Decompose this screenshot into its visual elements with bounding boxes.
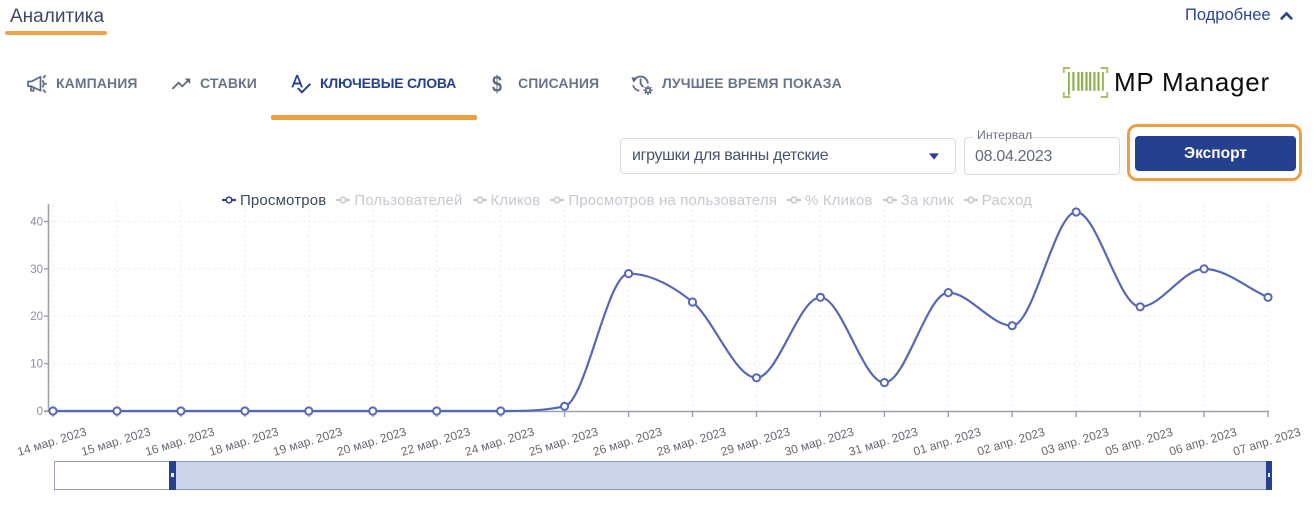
svg-text:28 мар. 2023: 28 мар. 2023 — [655, 424, 728, 458]
svg-text:07 апр. 2023: 07 апр. 2023 — [1231, 425, 1302, 459]
svg-text:29 мар. 2023: 29 мар. 2023 — [719, 424, 792, 458]
svg-text:18 мар. 2023: 18 мар. 2023 — [207, 424, 280, 458]
svg-text:20: 20 — [30, 311, 43, 323]
svg-text:31 мар. 2023: 31 мар. 2023 — [847, 424, 920, 458]
svg-text:20 мар. 2023: 20 мар. 2023 — [335, 424, 408, 458]
svg-text:25 мар. 2023: 25 мар. 2023 — [527, 424, 600, 458]
svg-text:0: 0 — [37, 406, 43, 418]
svg-text:40: 40 — [30, 217, 43, 229]
svg-text:16 мар. 2023: 16 мар. 2023 — [143, 424, 216, 458]
svg-text:01 апр. 2023: 01 апр. 2023 — [912, 425, 983, 459]
svg-text:15 мар. 2023: 15 мар. 2023 — [80, 424, 153, 458]
svg-text:26 мар. 2023: 26 мар. 2023 — [591, 424, 664, 458]
svg-text:14 мар. 2023: 14 мар. 2023 — [16, 424, 89, 458]
svg-text:30 мар. 2023: 30 мар. 2023 — [783, 424, 856, 458]
svg-text:30: 30 — [30, 264, 43, 276]
svg-text:02 апр. 2023: 02 апр. 2023 — [976, 425, 1047, 459]
svg-text:06 апр. 2023: 06 апр. 2023 — [1167, 425, 1238, 459]
svg-text:05 апр. 2023: 05 апр. 2023 — [1104, 425, 1175, 459]
svg-text:10: 10 — [30, 359, 43, 371]
svg-text:03 апр. 2023: 03 апр. 2023 — [1040, 425, 1111, 459]
svg-text:22 мар. 2023: 22 мар. 2023 — [399, 424, 472, 458]
svg-text:24 мар. 2023: 24 мар. 2023 — [463, 424, 536, 458]
svg-text:19 мар. 2023: 19 мар. 2023 — [271, 424, 344, 458]
